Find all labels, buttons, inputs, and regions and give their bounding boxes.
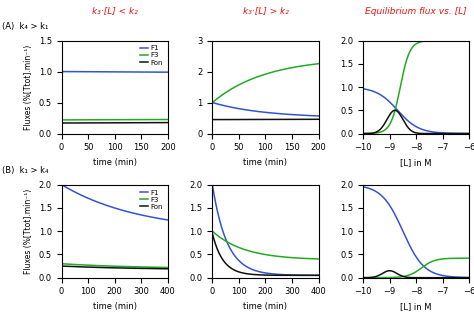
Legend: F1, F3, Fon: F1, F3, Fon bbox=[138, 188, 164, 211]
Text: (B)  k₁ > k₄: (B) k₁ > k₄ bbox=[2, 166, 49, 175]
Y-axis label: Fluxes (%[Ttot].min⁻¹): Fluxes (%[Ttot].min⁻¹) bbox=[24, 188, 33, 274]
X-axis label: time (min): time (min) bbox=[244, 302, 287, 311]
Text: Equilibrium flux vs. [L]: Equilibrium flux vs. [L] bbox=[365, 7, 467, 16]
X-axis label: [L] in M: [L] in M bbox=[401, 302, 432, 311]
Text: (A)  k₄ > k₁: (A) k₄ > k₁ bbox=[2, 22, 49, 31]
Y-axis label: Fluxes (%[Ttot].min⁻¹): Fluxes (%[Ttot].min⁻¹) bbox=[24, 44, 33, 130]
Text: k₃·[L] > k₂: k₃·[L] > k₂ bbox=[243, 7, 288, 16]
X-axis label: time (min): time (min) bbox=[244, 158, 287, 167]
X-axis label: time (min): time (min) bbox=[93, 158, 137, 167]
X-axis label: time (min): time (min) bbox=[93, 302, 137, 311]
X-axis label: [L] in M: [L] in M bbox=[401, 158, 432, 167]
Text: k₃·[L] < k₂: k₃·[L] < k₂ bbox=[92, 7, 137, 16]
Legend: F1, F3, Fon: F1, F3, Fon bbox=[138, 44, 164, 67]
